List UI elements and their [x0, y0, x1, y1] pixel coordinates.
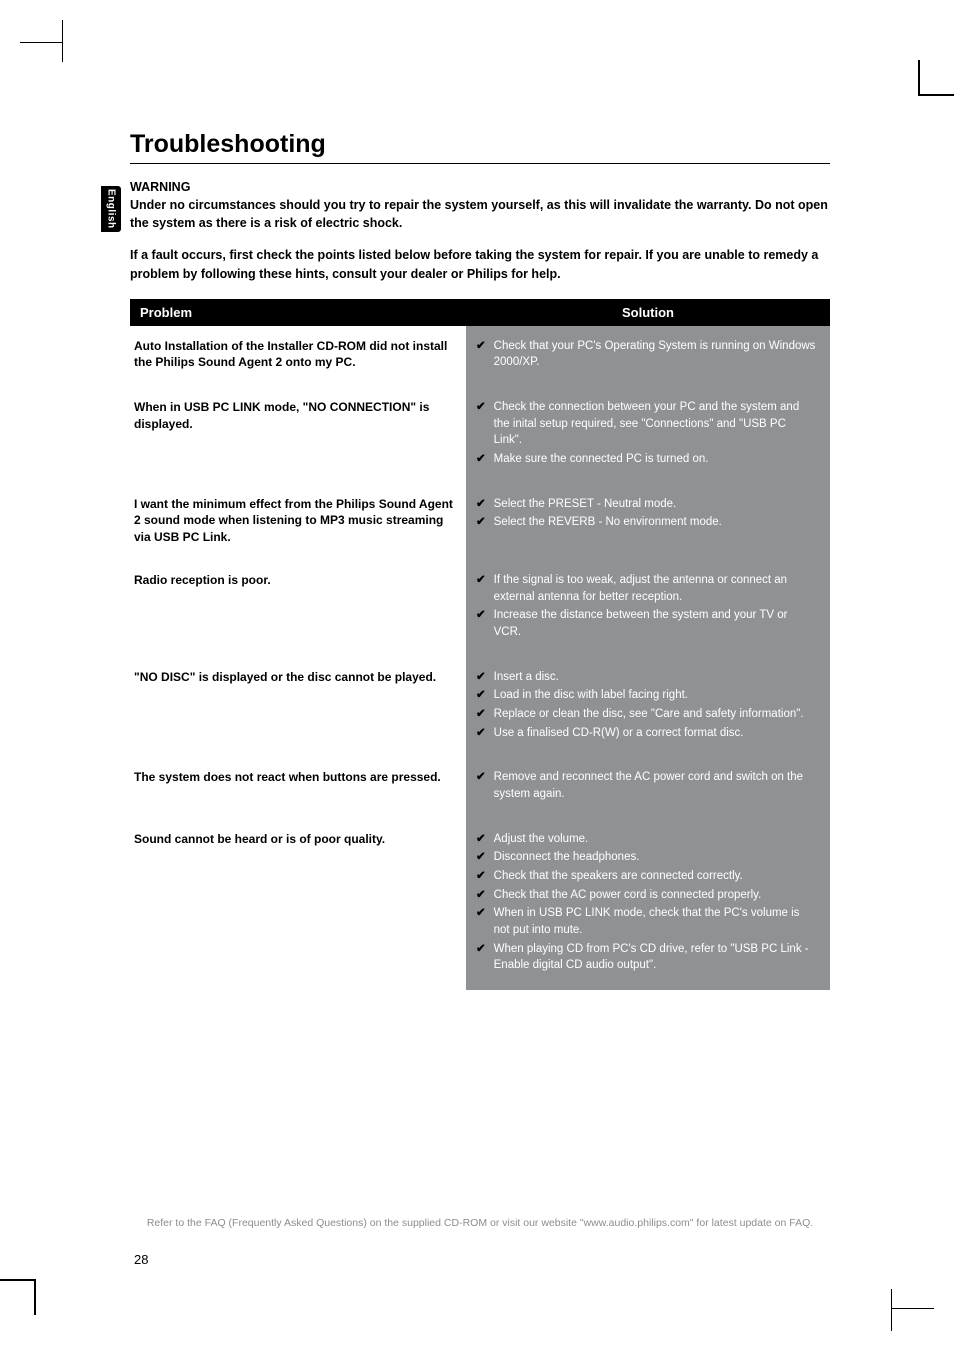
table-header: Problem Solution — [130, 299, 830, 326]
solution-item: ✔ Use a finalised CD-R(W) or a correct fo… — [476, 725, 816, 742]
cropmark — [918, 94, 954, 96]
solution-text: When playing CD from PC's CD drive, refe… — [494, 941, 816, 974]
section-title: Troubleshooting — [130, 130, 830, 164]
problem-cell: The system does not react when buttons a… — [130, 757, 466, 818]
header-problem: Problem — [130, 299, 466, 326]
check-icon: ✔ — [476, 706, 486, 723]
problem-cell: When in USB PC LINK mode, "NO CONNECTION… — [130, 387, 466, 484]
solution-text: Check that the AC power cord is connecte… — [494, 887, 816, 904]
solution-text: Load in the disc with label facing right… — [494, 687, 816, 704]
table-row: I want the minimum effect from the Phili… — [130, 484, 830, 560]
solution-text: Remove and reconnect the AC power cord a… — [494, 769, 816, 802]
problem-cell: Sound cannot be heard or is of poor qual… — [130, 819, 466, 990]
solution-text: Make sure the connected PC is turned on. — [494, 451, 816, 468]
solution-text: Insert a disc. — [494, 669, 816, 686]
solution-text: When in USB PC LINK mode, check that the… — [494, 905, 816, 938]
check-icon: ✔ — [476, 769, 486, 802]
check-icon: ✔ — [476, 831, 486, 848]
solution-cell: ✔Check that your PC's Operating System i… — [466, 326, 830, 387]
solution-cell: ✔ Insert a disc. ✔ Load in the disc with la… — [466, 657, 830, 758]
cropmark — [62, 20, 63, 62]
table-row: Radio reception is poor. ✔If the signal i… — [130, 560, 830, 657]
solution-text: Check that your PC's Operating System is… — [494, 338, 816, 371]
solution-item: ✔Remove and reconnect the AC power cord … — [476, 769, 816, 802]
solution-text: Select the REVERB - No environment mode. — [494, 514, 816, 531]
problem-cell: I want the minimum effect from the Phili… — [130, 484, 466, 560]
solution-item: ✔ Insert a disc. — [476, 669, 816, 686]
table-row: "NO DISC" is displayed or the disc canno… — [130, 657, 830, 758]
solution-item: ✔ Select the PRESET - Neutral mode. — [476, 496, 816, 513]
solution-item: ✔ Load in the disc with label facing righ… — [476, 687, 816, 704]
solution-cell: ✔Remove and reconnect the AC power cord … — [466, 757, 830, 818]
solution-item: ✔Increase the distance between the syste… — [476, 607, 816, 640]
table-row: The system does not react when buttons a… — [130, 757, 830, 818]
header-solution: Solution — [466, 299, 830, 326]
check-icon: ✔ — [476, 868, 486, 885]
solution-text: Check the connection between your PC and… — [494, 399, 816, 449]
warning-title: WARNING — [130, 178, 830, 196]
table-row: Sound cannot be heard or is of poor qual… — [130, 819, 830, 990]
solution-item: ✔When in USB PC LINK mode, check that th… — [476, 905, 816, 938]
solution-cell: ✔If the signal is too weak, adjust the a… — [466, 560, 830, 657]
check-icon: ✔ — [476, 399, 486, 449]
solution-text: Adjust the volume. — [494, 831, 816, 848]
cropmark — [0, 1279, 36, 1281]
troubleshooting-table: Problem Solution Auto Installation of th… — [130, 299, 830, 991]
solution-item: ✔ Make sure the connected PC is turned on… — [476, 451, 816, 468]
instruction-text: If a fault occurs, first check the point… — [130, 246, 830, 282]
solution-text: Disconnect the headphones. — [494, 849, 816, 866]
check-icon: ✔ — [476, 451, 486, 468]
solution-item: ✔ Adjust the volume. — [476, 831, 816, 848]
language-tab: English — [101, 186, 121, 232]
cropmark — [891, 1289, 892, 1331]
check-icon: ✔ — [476, 687, 486, 704]
solution-item: ✔Check that your PC's Operating System i… — [476, 338, 816, 371]
check-icon: ✔ — [476, 338, 486, 371]
solution-text: Check that the speakers are connected co… — [494, 868, 816, 885]
cropmark — [34, 1279, 36, 1315]
check-icon: ✔ — [476, 905, 486, 938]
problem-cell: "NO DISC" is displayed or the disc canno… — [130, 657, 466, 758]
solution-text: Select the PRESET - Neutral mode. — [494, 496, 816, 513]
check-icon: ✔ — [476, 669, 486, 686]
solution-cell: ✔Check the connection between your PC an… — [466, 387, 830, 484]
solution-cell: ✔ Adjust the volume. ✔ Disconnect the headp… — [466, 819, 830, 990]
table-row: When in USB PC LINK mode, "NO CONNECTION… — [130, 387, 830, 484]
solution-item: ✔Check the connection between your PC an… — [476, 399, 816, 449]
solution-text: If the signal is too weak, adjust the an… — [494, 572, 816, 605]
check-icon: ✔ — [476, 607, 486, 640]
problem-cell: Radio reception is poor. — [130, 560, 466, 657]
warning-body: Under no circumstances should you try to… — [130, 196, 830, 232]
solution-text: Replace or clean the disc, see "Care and… — [494, 706, 816, 723]
solution-item: ✔If the signal is too weak, adjust the a… — [476, 572, 816, 605]
solution-item: ✔ Check that the AC power cord is connect… — [476, 887, 816, 904]
check-icon: ✔ — [476, 725, 486, 742]
solution-item: ✔ Disconnect the headphones. — [476, 849, 816, 866]
check-icon: ✔ — [476, 496, 486, 513]
cropmark — [20, 42, 62, 43]
solution-item: ✔ Check that the speakers are connected c… — [476, 868, 816, 885]
solution-item: ✔ Replace or clean the disc, see "Care an… — [476, 706, 816, 723]
solution-item: ✔When playing CD from PC's CD drive, ref… — [476, 941, 816, 974]
check-icon: ✔ — [476, 941, 486, 974]
solution-text: Use a finalised CD-R(W) or a correct for… — [494, 725, 816, 742]
problem-cell: Auto Installation of the Installer CD-RO… — [130, 326, 466, 387]
check-icon: ✔ — [476, 572, 486, 605]
footer-reference: Refer to the FAQ (Frequently Asked Quest… — [130, 1216, 830, 1230]
solution-text: Increase the distance between the system… — [494, 607, 816, 640]
page-content: Troubleshooting WARNING Under no circums… — [130, 130, 830, 990]
cropmark — [892, 1308, 934, 1309]
table-row: Auto Installation of the Installer CD-RO… — [130, 326, 830, 387]
solution-cell: ✔ Select the PRESET - Neutral mode. ✔ Selec… — [466, 484, 830, 560]
check-icon: ✔ — [476, 514, 486, 531]
cropmark — [918, 60, 920, 94]
check-icon: ✔ — [476, 849, 486, 866]
page-number: 28 — [134, 1252, 148, 1267]
warning-block: WARNING Under no circumstances should yo… — [130, 178, 830, 232]
solution-item: ✔ Select the REVERB - No environment mode… — [476, 514, 816, 531]
check-icon: ✔ — [476, 887, 486, 904]
